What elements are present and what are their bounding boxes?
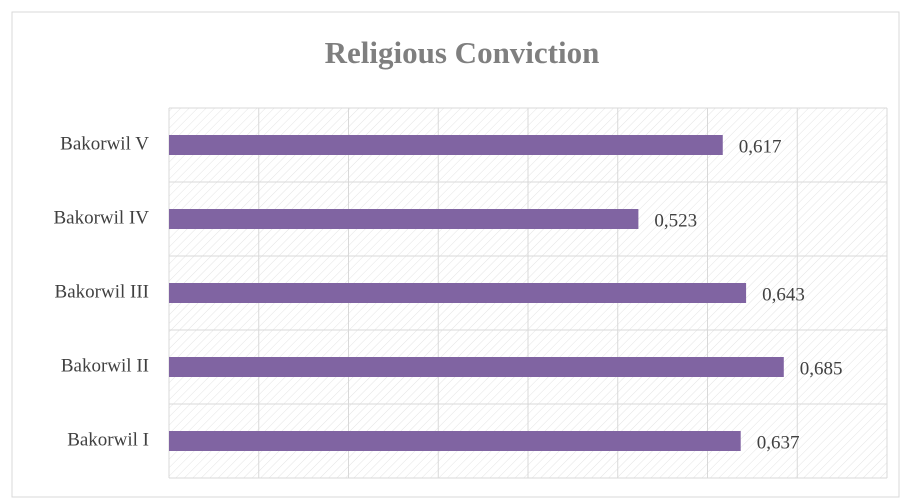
bar xyxy=(169,431,741,451)
data-label: 0,643 xyxy=(762,284,805,305)
y-tick-label: Bakorwil I xyxy=(67,429,149,450)
data-label: 0,617 xyxy=(739,136,782,157)
bar xyxy=(169,357,784,377)
data-label: 0,637 xyxy=(757,432,800,453)
data-label: 0,523 xyxy=(654,210,697,231)
bar xyxy=(169,209,639,229)
bar xyxy=(169,135,723,155)
data-label: 0,685 xyxy=(800,358,843,379)
bar xyxy=(169,283,747,303)
chart-title: Religious Conviction xyxy=(325,35,600,70)
y-tick-label: Bakorwil II xyxy=(61,355,149,376)
y-tick-label: Bakorwil III xyxy=(55,281,149,302)
y-tick-label: Bakorwil V xyxy=(60,133,149,154)
y-tick-label: Bakorwil IV xyxy=(53,207,149,228)
